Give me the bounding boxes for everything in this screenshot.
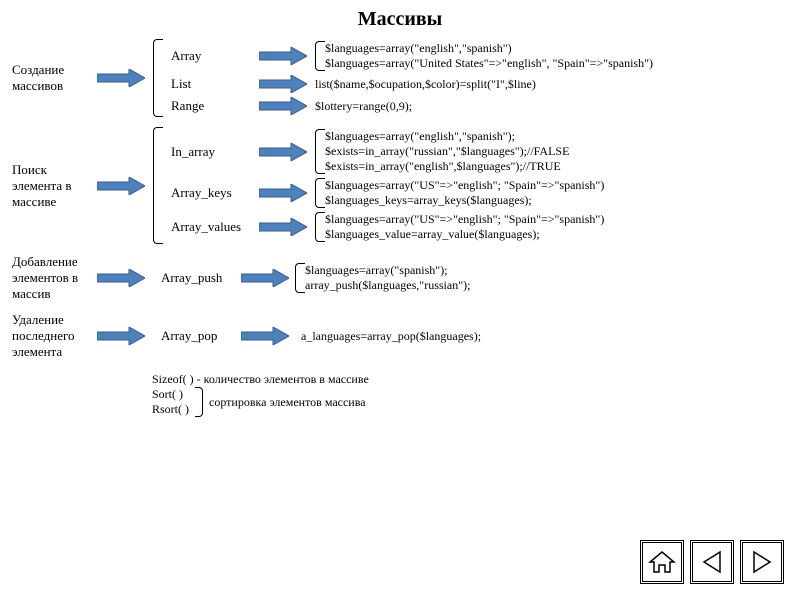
arrow-icon xyxy=(97,269,145,287)
note-rsort: Rsort( ) xyxy=(152,402,189,417)
arrow-icon xyxy=(97,177,145,195)
page-title: Массивы xyxy=(12,8,788,31)
array-pop-label: Array_pop xyxy=(157,328,241,344)
arrow-icon xyxy=(97,327,145,345)
section-search: Поиск элемента в массиве In_array $langu… xyxy=(12,127,788,244)
array-keys-label: Array_keys xyxy=(167,185,251,201)
code: array_push($languages,"russian"); xyxy=(305,278,470,293)
arrow-icon xyxy=(259,47,307,65)
arrow-icon xyxy=(259,218,307,236)
code: $languages=array("english","spanish") xyxy=(325,41,653,56)
notes-block: Sizeof( ) - количество элементов в масси… xyxy=(152,372,788,417)
section-create: Создание массивов Array $languages=array… xyxy=(12,39,788,117)
in-array-label: In_array xyxy=(167,144,251,160)
code: $exists=in_array("english",$languages");… xyxy=(325,159,569,174)
home-button[interactable] xyxy=(640,540,684,584)
arrow-icon xyxy=(97,69,145,87)
code: $languages=array("US"=>"english"; "Spain… xyxy=(325,178,604,193)
note-sort-desc: сортировка элементов массива xyxy=(209,395,299,410)
remove-label: Удаление последнего элемента xyxy=(12,312,97,360)
next-icon xyxy=(748,548,776,576)
array-values-label: Array_values xyxy=(167,219,251,235)
search-label: Поиск элемента в массиве xyxy=(12,162,97,210)
array-push-label: Array_push xyxy=(157,270,241,286)
arrow-icon xyxy=(259,97,307,115)
code: $languages=array("english","spanish"); xyxy=(325,129,569,144)
prev-button[interactable] xyxy=(690,540,734,584)
range-label: Range xyxy=(167,98,251,114)
note-sort: Sort( ) xyxy=(152,387,189,402)
prev-icon xyxy=(698,548,726,576)
arrow-icon xyxy=(241,327,289,345)
home-icon xyxy=(648,548,676,576)
nav-buttons xyxy=(640,540,784,584)
section-add: Добавление элементов в массив Array_push… xyxy=(12,254,788,302)
arrow-icon xyxy=(259,184,307,202)
code: $lottery=range(0,9); xyxy=(315,99,412,114)
code: $exists=in_array("russian","$languages")… xyxy=(325,144,569,159)
array-label: Array xyxy=(167,48,251,64)
code: list($name,$ocupation,$color)=split("I",… xyxy=(315,77,536,92)
list-label: List xyxy=(167,76,251,92)
code: $languages=array("United States"=>"engli… xyxy=(325,56,653,71)
create-label: Создание массивов xyxy=(12,62,97,94)
note-sizeof: Sizeof( ) - количество элементов в масси… xyxy=(152,372,788,387)
code: $languages_value=array_value($languages)… xyxy=(325,227,604,242)
arrow-icon xyxy=(241,269,289,287)
next-button[interactable] xyxy=(740,540,784,584)
code: $languages_keys=array_keys($languages); xyxy=(325,193,604,208)
code: $languages=array("US"=>"english"; "Spain… xyxy=(325,212,604,227)
arrow-icon xyxy=(259,75,307,93)
add-label: Добавление элементов в массив xyxy=(12,254,97,302)
code: a_languages=array_pop($languages); xyxy=(301,329,481,344)
arrow-icon xyxy=(259,143,307,161)
section-remove: Удаление последнего элемента Array_pop a… xyxy=(12,312,788,360)
code: $languages=array("spanish"); xyxy=(305,263,470,278)
